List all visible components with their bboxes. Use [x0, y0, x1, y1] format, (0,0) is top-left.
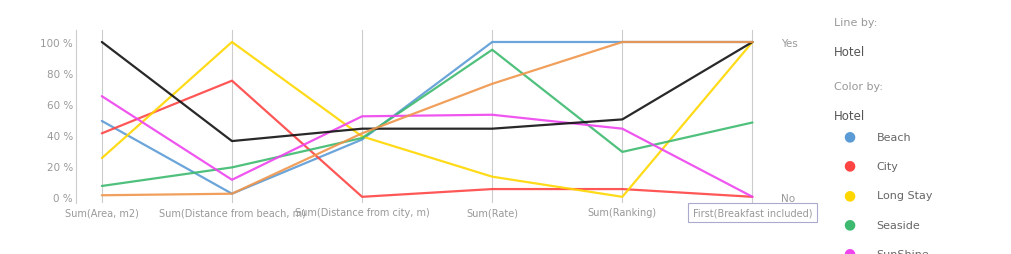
Text: ●: ● [843, 129, 855, 143]
Text: Hotel: Hotel [834, 46, 865, 59]
Text: ●: ● [843, 187, 855, 201]
Text: Line by:: Line by: [834, 18, 878, 28]
Text: Long Stay: Long Stay [877, 190, 932, 201]
Text: Beach: Beach [877, 132, 911, 142]
Text: Hotel: Hotel [834, 109, 865, 122]
Text: ●: ● [843, 217, 855, 230]
Text: SunShine: SunShine [877, 249, 929, 254]
Text: ●: ● [843, 158, 855, 172]
Text: Color by:: Color by: [834, 81, 883, 91]
Text: Seaside: Seaside [877, 220, 920, 230]
Text: ●: ● [843, 246, 855, 254]
Text: City: City [877, 161, 899, 171]
